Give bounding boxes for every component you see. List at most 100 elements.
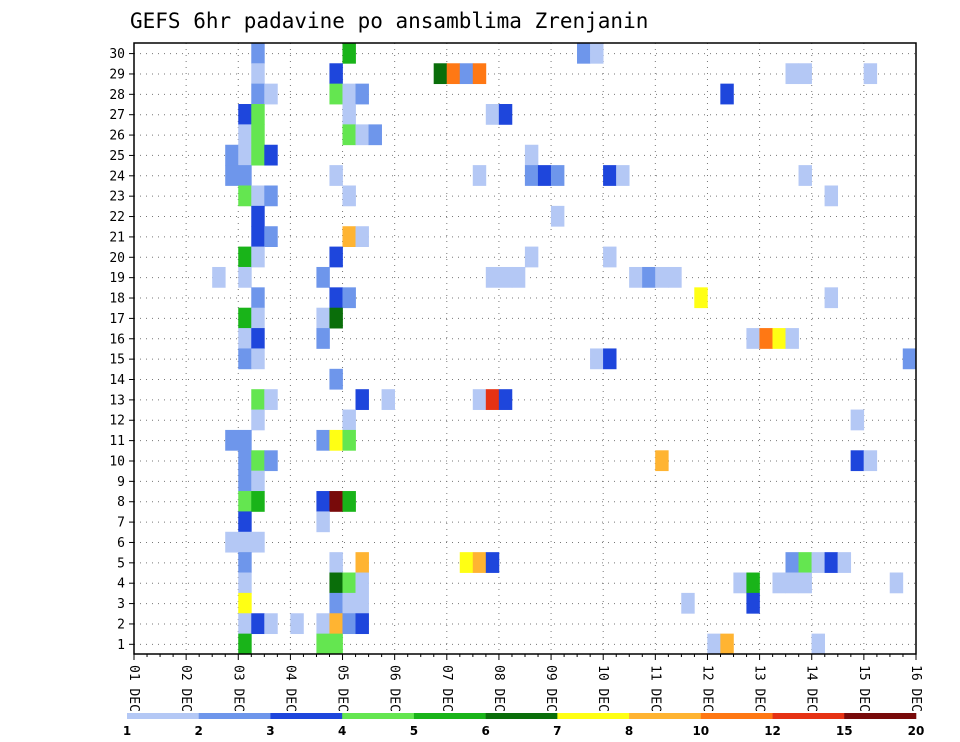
heatmap-cell bbox=[785, 328, 799, 349]
legend-label: 3 bbox=[266, 724, 274, 738]
y-tick-label: 26 bbox=[109, 129, 125, 144]
y-tick-label: 13 bbox=[109, 393, 125, 408]
legend-label: 6 bbox=[481, 724, 489, 738]
x-tick-label: 02 DEC bbox=[178, 665, 193, 712]
heatmap-cell bbox=[342, 83, 356, 105]
heatmap-cell bbox=[251, 470, 265, 492]
heatmap-cell bbox=[342, 226, 356, 247]
legend-swatch bbox=[198, 713, 271, 719]
heatmap-cell bbox=[472, 552, 487, 573]
heatmap-cell bbox=[446, 63, 461, 85]
x-tick-label: 08 DEC bbox=[491, 665, 506, 712]
heatmap-cell bbox=[603, 246, 617, 268]
legend-swatch bbox=[557, 713, 630, 719]
heatmap-cell bbox=[433, 63, 448, 85]
legend-swatch bbox=[342, 713, 415, 719]
heatmap-cell bbox=[850, 450, 865, 472]
x-tick-label: 15 DEC bbox=[856, 665, 871, 712]
heatmap-cell bbox=[251, 531, 265, 553]
heatmap-cell bbox=[459, 552, 474, 573]
heatmap-cell bbox=[485, 104, 500, 125]
heatmap-cell bbox=[316, 491, 330, 512]
heatmap-cell bbox=[238, 511, 252, 533]
heatmap-cell bbox=[251, 124, 265, 146]
y-tick-label: 16 bbox=[109, 332, 125, 347]
y-tick-label: 14 bbox=[109, 373, 125, 388]
heatmap-cell bbox=[342, 491, 356, 512]
y-tick-label: 8 bbox=[117, 495, 125, 510]
heatmap-cell bbox=[681, 592, 695, 614]
legend-swatch bbox=[270, 713, 343, 719]
heatmap-cell bbox=[355, 613, 369, 635]
heatmap-cell bbox=[329, 552, 343, 573]
heatmap-cell bbox=[798, 165, 812, 186]
heatmap-cell bbox=[238, 572, 252, 594]
x-tick-label: 12 DEC bbox=[699, 665, 714, 712]
heatmap-cell bbox=[550, 165, 565, 186]
x-tick-label: 03 DEC bbox=[230, 665, 245, 712]
heatmap-cell bbox=[329, 491, 343, 512]
y-tick-label: 28 bbox=[109, 88, 125, 103]
heatmap-cell bbox=[342, 124, 356, 146]
y-tick-label: 24 bbox=[109, 169, 125, 184]
legend-label: 8 bbox=[625, 724, 633, 738]
heatmap-cell bbox=[316, 613, 330, 635]
y-tick-label: 25 bbox=[109, 149, 125, 164]
x-tick-label: 09 DEC bbox=[543, 665, 558, 712]
heatmap-cell bbox=[707, 633, 721, 655]
heatmap-cell bbox=[798, 572, 812, 594]
heatmap-cell bbox=[355, 592, 369, 614]
heatmap-cell bbox=[759, 328, 773, 349]
heatmap-cell bbox=[316, 633, 330, 655]
heatmap-cell bbox=[720, 633, 734, 655]
heatmap-cell bbox=[238, 266, 252, 288]
heatmap-cell bbox=[472, 165, 487, 186]
heatmap-cell bbox=[329, 613, 343, 635]
legend-swatch bbox=[629, 713, 702, 719]
heatmap-cell bbox=[225, 165, 239, 186]
y-tick-label: 18 bbox=[109, 292, 125, 307]
heatmap-cell bbox=[342, 613, 356, 635]
legend-label: 5 bbox=[410, 724, 418, 738]
heatmap-cell bbox=[746, 328, 760, 349]
legend-swatch bbox=[844, 713, 917, 719]
y-tick-label: 4 bbox=[117, 577, 125, 592]
heatmap-cell bbox=[511, 266, 526, 288]
y-tick-label: 19 bbox=[109, 271, 125, 286]
heatmap-cell bbox=[342, 104, 356, 125]
heatmap-cell bbox=[785, 63, 799, 85]
heatmap-cell bbox=[251, 389, 265, 410]
heatmap-cell bbox=[251, 42, 265, 64]
legend-label: 1 bbox=[123, 724, 131, 738]
heatmap-cell bbox=[837, 552, 852, 573]
y-tick-label: 27 bbox=[109, 108, 125, 123]
heatmap-cell bbox=[355, 552, 369, 573]
heatmap-cell bbox=[498, 104, 513, 125]
heatmap-cell bbox=[485, 266, 500, 288]
heatmap-cell bbox=[329, 633, 343, 655]
heatmap-cell bbox=[251, 613, 265, 635]
heatmap-cell bbox=[472, 389, 487, 410]
heatmap-cell bbox=[355, 124, 369, 146]
heatmap-cell bbox=[238, 613, 252, 635]
heatmap-cell bbox=[811, 552, 825, 573]
heatmap-cell bbox=[238, 429, 252, 451]
heatmap-cell bbox=[355, 226, 369, 247]
y-tick-label: 29 bbox=[109, 67, 125, 82]
heatmap-cell bbox=[251, 226, 265, 247]
color-legend: 1 2 3 4 5 6 7 8 10 12 15 20 bbox=[123, 713, 924, 738]
heatmap-cell bbox=[785, 552, 799, 573]
legend-swatch bbox=[127, 713, 200, 719]
heatmap-cell bbox=[785, 572, 799, 594]
heatmap-cell bbox=[238, 633, 252, 655]
x-tick-label: 14 DEC bbox=[804, 665, 819, 712]
y-tick-label: 15 bbox=[109, 353, 125, 368]
y-tick-label: 23 bbox=[109, 190, 125, 205]
y-tick-label: 5 bbox=[117, 556, 125, 571]
heatmap-cell bbox=[329, 429, 343, 451]
heatmap-cell bbox=[655, 450, 669, 472]
heatmap-cell bbox=[668, 266, 682, 288]
heatmap-cell bbox=[342, 409, 356, 431]
legend-label: 12 bbox=[764, 724, 781, 738]
heatmap-cell bbox=[342, 185, 356, 207]
